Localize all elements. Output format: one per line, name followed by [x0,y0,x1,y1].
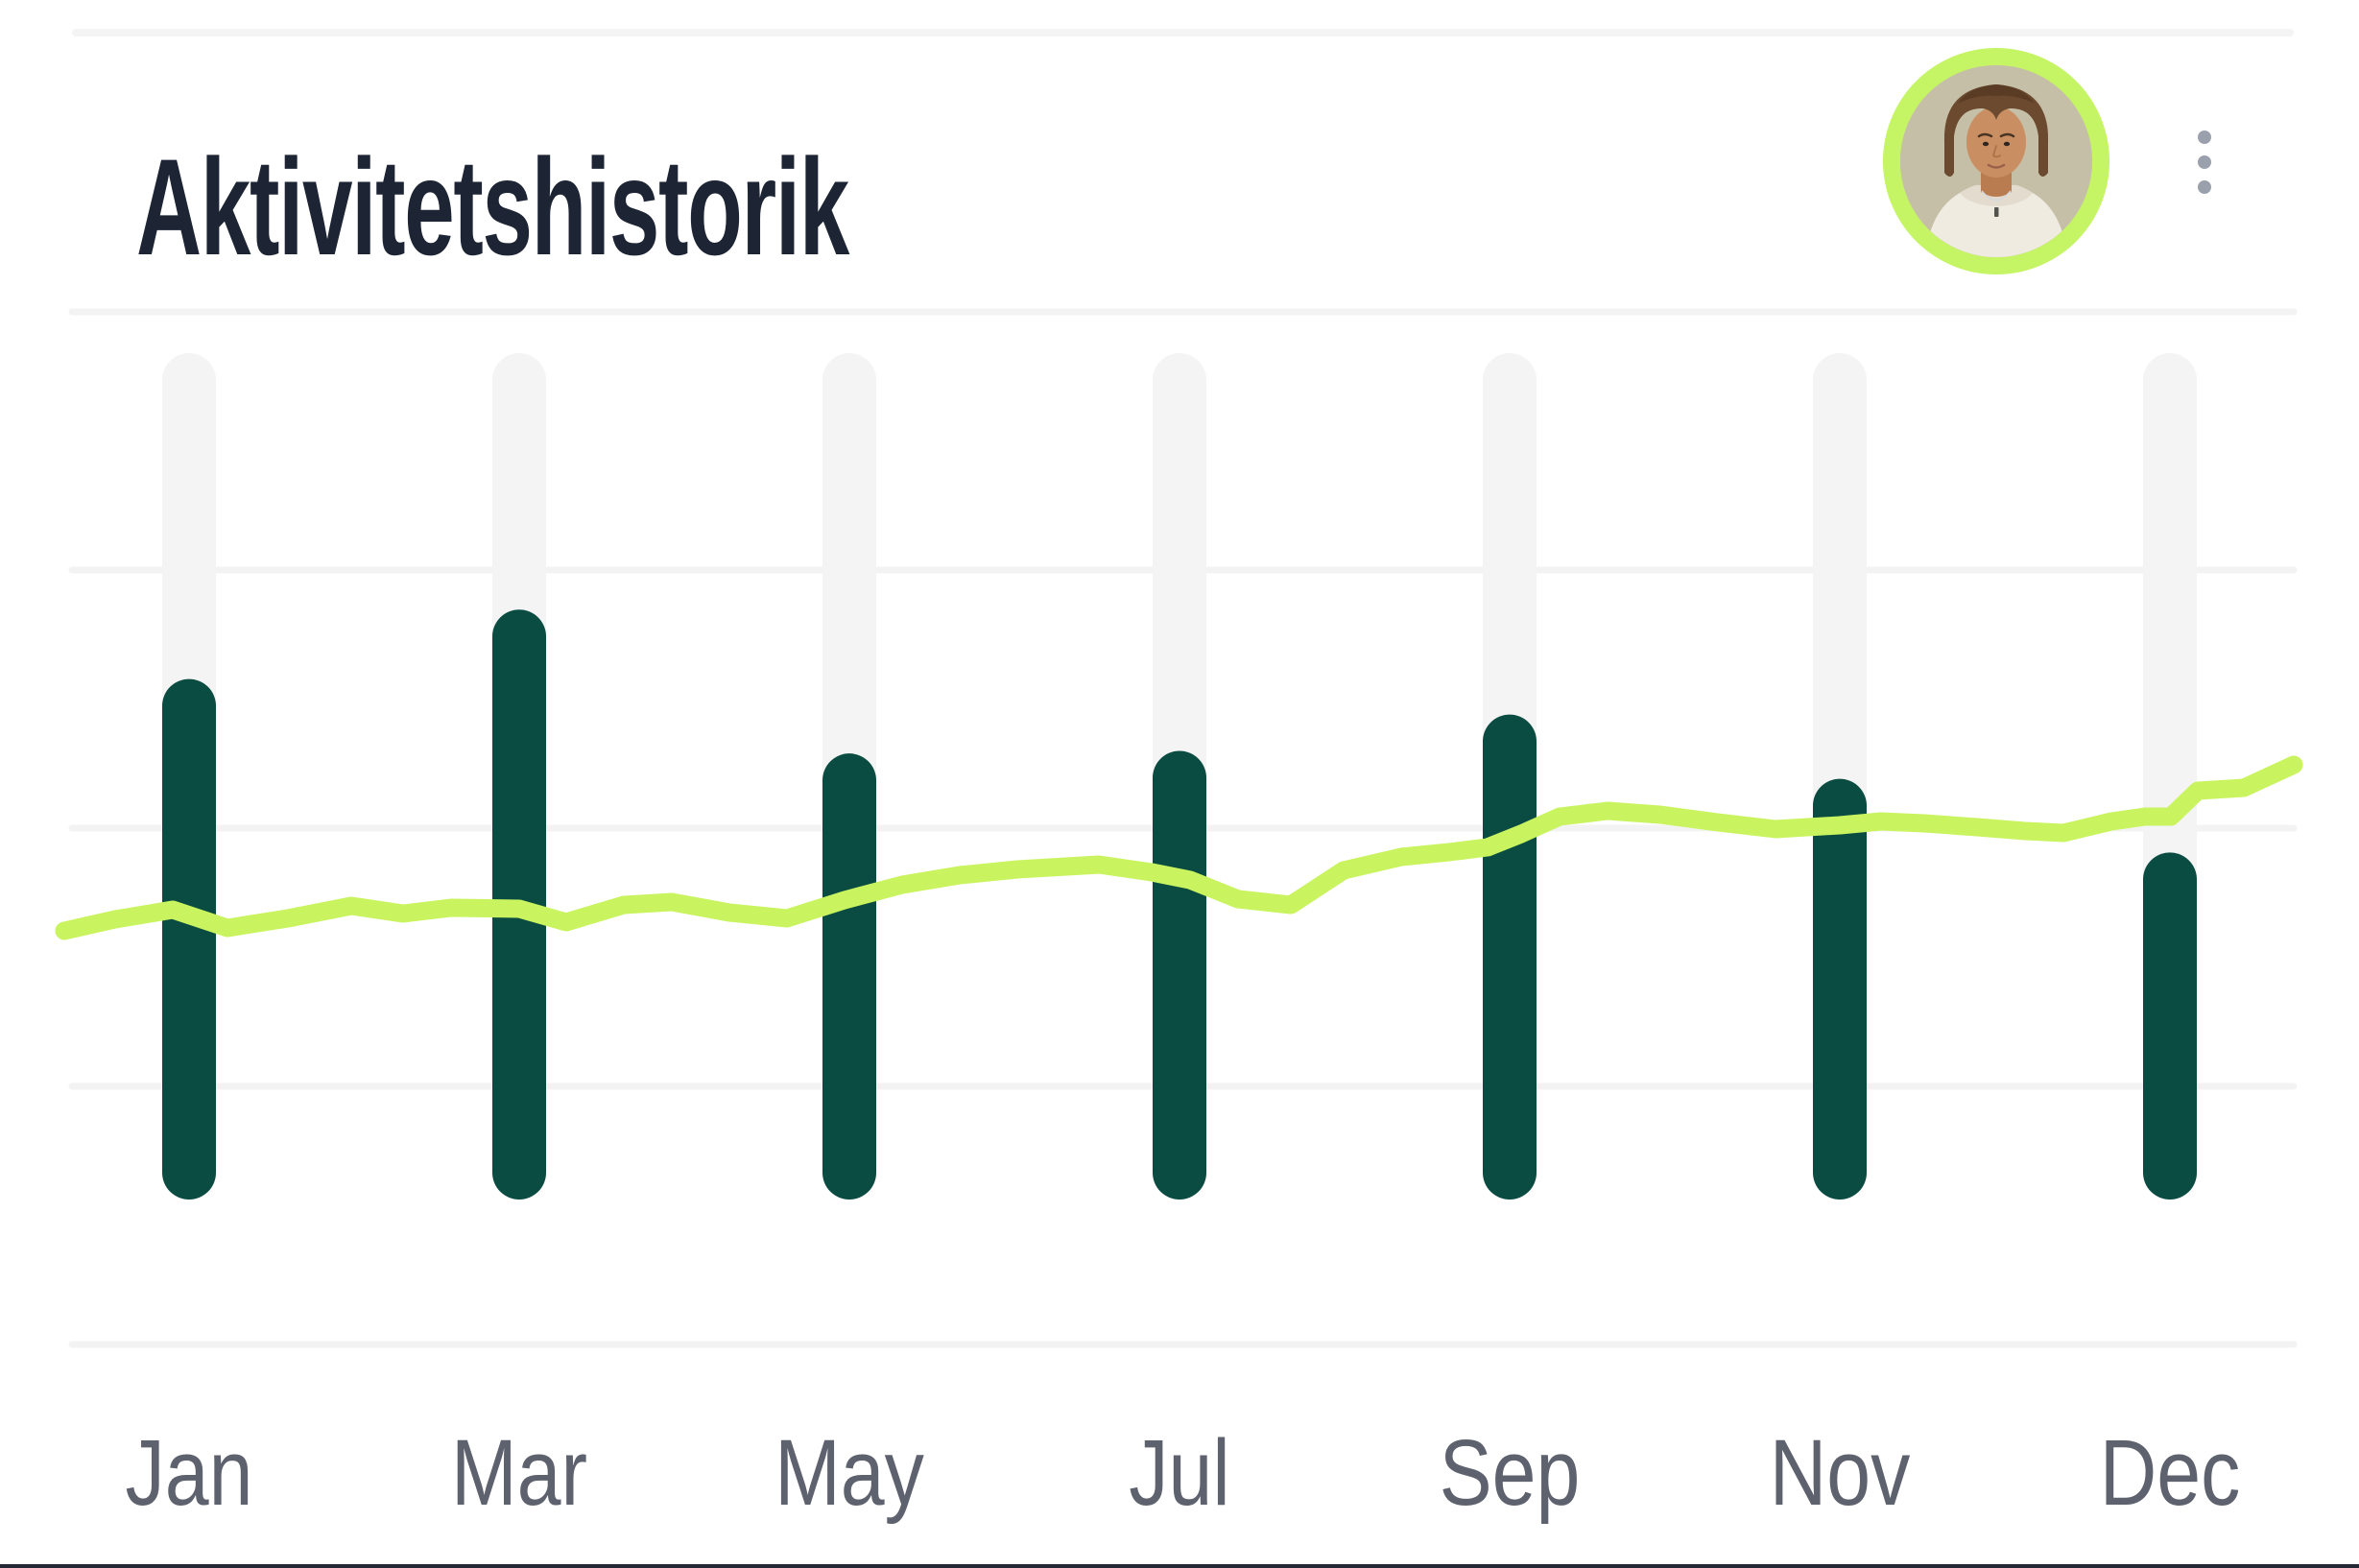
x-axis-label: Jan [125,1420,253,1525]
bar-fill[interactable] [1813,778,1867,1200]
bar-fill[interactable] [1483,714,1537,1200]
kebab-dot [2198,131,2211,144]
kebab-dot [2198,180,2211,194]
page-title: Aktivitetshistorik [136,131,849,284]
trend-line [55,755,2303,940]
avatar-face [1966,107,2026,178]
x-axis-label: Nov [1769,1420,1911,1525]
x-axis-label: May [774,1420,924,1525]
avatar-eye-left [1982,141,1990,147]
kebab-menu-button[interactable] [2196,131,2213,194]
x-axis-label: Jul [1129,1420,1230,1525]
x-axis-label: Mar [450,1420,588,1525]
bar-fill[interactable] [822,753,876,1200]
avatar-necklace [1981,190,2012,202]
avatar-hair-shadow [1958,84,2035,104]
bar-fill[interactable] [1153,750,1206,1200]
kebab-dot [2198,155,2211,169]
card-top-edge [72,29,2294,36]
avatar-brow-right [1999,132,2015,138]
bar-fill[interactable] [2143,852,2197,1200]
avatar-brow-left [1977,132,1993,138]
bottom-edge-line [0,1564,2359,1568]
x-axis-label: Dec [2099,1420,2241,1525]
avatar-photo [1900,65,2092,257]
avatar-pendant [1994,207,1999,217]
x-axis-label: Sep [1439,1420,1581,1525]
avatar-shirt [1925,184,2067,257]
bar-fill[interactable] [162,678,216,1200]
avatar-nose [1991,145,2001,158]
avatar-hair [1943,84,2049,177]
avatar-eye-right [2003,141,2011,147]
avatar-mouth [1987,163,2006,169]
